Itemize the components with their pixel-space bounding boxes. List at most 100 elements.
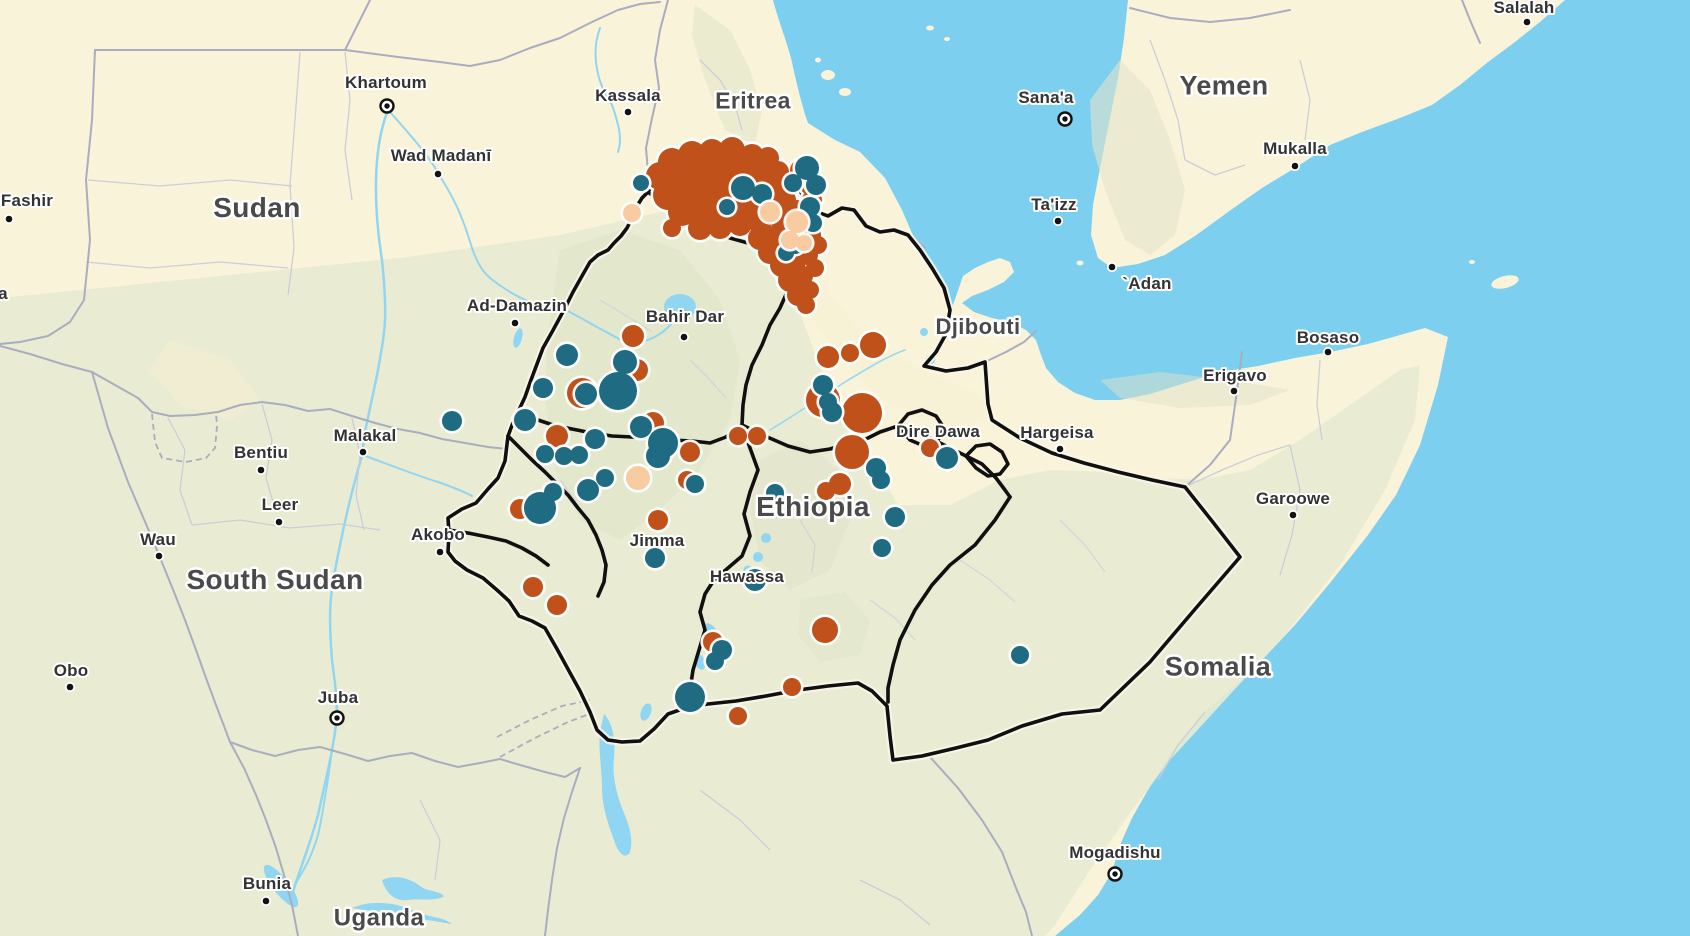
somaliland-somalia-border <box>1184 351 1243 488</box>
event-dot-teal[interactable] <box>766 484 784 502</box>
event-dot-teal[interactable] <box>633 175 649 191</box>
event-dot-peach[interactable] <box>760 202 780 222</box>
event-dot-orange[interactable] <box>812 617 838 643</box>
city-label-erigavo: Erigavo <box>1203 366 1267 385</box>
event-dot-teal[interactable] <box>675 682 705 712</box>
city-label-akobo: Akobo <box>411 525 465 544</box>
event-dot-teal[interactable] <box>784 174 802 192</box>
lake-koka <box>773 510 781 518</box>
atbara-river <box>594 27 621 153</box>
lake-abbe <box>920 328 928 336</box>
event-dot-peach[interactable] <box>623 204 641 222</box>
event-dot-orange[interactable] <box>748 427 766 445</box>
country-borders <box>0 0 1481 936</box>
event-dot-teal[interactable] <box>630 416 652 438</box>
event-dot-teal[interactable] <box>686 475 704 493</box>
event-dot-peach[interactable] <box>796 235 812 251</box>
capital-city-icon <box>1107 866 1123 882</box>
event-dot-orange[interactable] <box>835 435 869 469</box>
event-dot-orange[interactable] <box>668 198 696 226</box>
event-dot-teal[interactable] <box>599 372 637 410</box>
country-label-eritrea: Eritrea <box>715 87 791 113</box>
event-dot-orange[interactable] <box>806 259 824 277</box>
event-dot-orange[interactable] <box>817 482 835 500</box>
city-label-a: a <box>0 284 8 303</box>
event-dot-orange[interactable] <box>729 707 747 725</box>
event-dot-teal[interactable] <box>936 447 958 469</box>
event-dot-teal[interactable] <box>646 444 670 468</box>
event-dot-teal[interactable] <box>585 429 605 449</box>
event-dot-teal[interactable] <box>442 411 462 431</box>
city-dot-icon <box>1289 160 1301 172</box>
event-dot-peach[interactable] <box>786 211 808 233</box>
sudan-ssudan-border <box>91 371 508 450</box>
event-dot-orange[interactable] <box>797 296 815 314</box>
city-label-khartoum: Khartoum <box>345 73 427 92</box>
capital-city-icon <box>329 710 345 726</box>
event-dot-orange[interactable] <box>842 393 882 433</box>
lake-chew-bahir <box>640 703 652 721</box>
city-label-kassala: Kassala <box>595 86 661 105</box>
event-dot-teal[interactable] <box>577 479 599 501</box>
event-dot-orange[interactable] <box>783 678 801 696</box>
event-dot-orange[interactable] <box>801 281 819 299</box>
event-dot-orange[interactable] <box>680 442 700 462</box>
event-dot-teal[interactable] <box>885 507 905 527</box>
lake-kyoga <box>382 877 444 901</box>
ilemi-dashed-border <box>496 699 593 758</box>
event-dot-orange[interactable] <box>729 427 747 445</box>
country-label-sudan: Sudan <box>213 192 301 223</box>
city-dot-icon <box>678 331 690 343</box>
event-dot-teal[interactable] <box>744 569 766 591</box>
event-dot-teal[interactable] <box>524 492 556 524</box>
event-dot-teal[interactable] <box>795 156 819 180</box>
event-dot-teal[interactable] <box>514 409 536 431</box>
drc-uganda-border <box>229 741 299 936</box>
event-dot-peach[interactable] <box>781 231 799 249</box>
event-dot-orange[interactable] <box>663 219 681 237</box>
gambela-south-border <box>447 528 550 567</box>
event-dot-orange[interactable] <box>921 439 939 457</box>
event-dot-teal[interactable] <box>813 375 833 395</box>
event-dot-teal[interactable] <box>752 184 772 204</box>
event-dot-teal[interactable] <box>555 447 573 465</box>
event-dot-orange[interactable] <box>708 215 732 239</box>
event-dot-orange[interactable] <box>547 595 567 615</box>
city-dot-icon <box>1054 443 1066 455</box>
event-dot-orange[interactable] <box>688 216 712 240</box>
event-dot-teal[interactable] <box>872 471 890 489</box>
event-dot-teal[interactable] <box>613 350 637 374</box>
event-dot-teal[interactable] <box>536 445 554 463</box>
event-dot-orange[interactable] <box>841 344 859 362</box>
event-dot-orange[interactable] <box>622 325 644 347</box>
event-dot-orange[interactable] <box>817 346 839 368</box>
event-dot-teal[interactable] <box>556 344 578 366</box>
event-dot-teal[interactable] <box>719 199 735 215</box>
event-dot-teal[interactable] <box>873 539 891 557</box>
event-dot-orange[interactable] <box>523 577 543 597</box>
event-dot-teal[interactable] <box>596 469 614 487</box>
event-dot-teal[interactable] <box>570 446 588 464</box>
car-ssudan-border <box>0 345 93 373</box>
event-dot-teal[interactable] <box>822 402 842 422</box>
sudan-west-border <box>0 49 96 345</box>
event-dot-peach[interactable] <box>626 466 650 490</box>
event-dot-teal[interactable] <box>533 378 553 398</box>
event-dot-orange[interactable] <box>728 212 752 236</box>
event-dot-teal[interactable] <box>575 383 597 405</box>
event-dot-teal[interactable] <box>645 548 665 568</box>
lake-langano <box>753 552 763 562</box>
event-dot-orange[interactable] <box>648 510 668 530</box>
event-dot-teal[interactable] <box>1011 646 1029 664</box>
lake-victoria-edge <box>352 902 452 924</box>
event-dots-layer <box>439 134 1032 728</box>
city-dot-icon <box>1521 16 1533 28</box>
event-dot-orange[interactable] <box>546 425 568 447</box>
event-dot-teal[interactable] <box>731 176 755 200</box>
event-dot-teal[interactable] <box>706 652 724 670</box>
city-label-bosaso: Bosaso <box>1297 328 1360 347</box>
sobat-river <box>362 454 473 497</box>
event-dot-orange[interactable] <box>860 332 886 358</box>
event-dot-teal[interactable] <box>806 175 826 195</box>
